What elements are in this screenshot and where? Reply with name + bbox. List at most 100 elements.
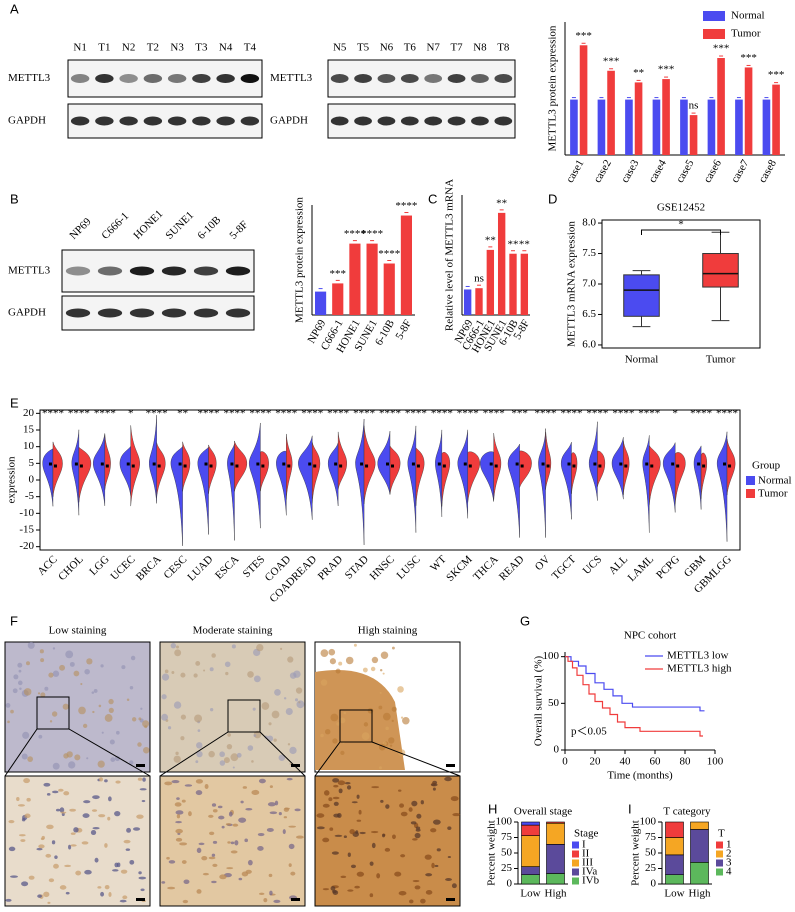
significance: **** bbox=[249, 408, 271, 420]
cell bbox=[16, 796, 20, 802]
median-dot bbox=[209, 464, 213, 468]
y-tick-label: 75 bbox=[645, 831, 657, 843]
violin-half bbox=[149, 415, 157, 504]
y-axis-label: METTL3 protein expression bbox=[294, 197, 306, 323]
cell bbox=[175, 828, 183, 834]
cell bbox=[8, 846, 16, 852]
cell bbox=[400, 854, 406, 858]
cell bbox=[269, 811, 278, 815]
blot-band bbox=[330, 74, 349, 83]
texture bbox=[86, 658, 93, 665]
cell bbox=[322, 888, 330, 891]
y-tick-label: -15 bbox=[19, 524, 34, 536]
chart-title: NPC cohort bbox=[624, 630, 676, 642]
cell bbox=[424, 854, 432, 860]
cell bbox=[385, 804, 390, 809]
cell bbox=[208, 856, 216, 860]
blot-band bbox=[447, 74, 466, 83]
cell bbox=[219, 874, 227, 880]
texture bbox=[197, 729, 201, 732]
texture bbox=[247, 671, 254, 678]
cell bbox=[104, 884, 110, 890]
median-dot bbox=[79, 464, 83, 468]
texture bbox=[236, 752, 242, 758]
violin-half bbox=[716, 431, 728, 542]
cell bbox=[333, 784, 339, 788]
significance: **** bbox=[560, 408, 582, 420]
median-dot bbox=[339, 464, 343, 468]
violin-half bbox=[337, 431, 347, 490]
texture bbox=[37, 692, 41, 695]
texture bbox=[371, 656, 379, 664]
legend-label: Normal bbox=[758, 475, 792, 487]
significance: **** bbox=[361, 228, 383, 240]
texture bbox=[266, 735, 274, 742]
texture bbox=[161, 713, 169, 721]
cell bbox=[94, 857, 99, 863]
cell bbox=[175, 810, 184, 815]
violin-half bbox=[276, 450, 287, 516]
texture bbox=[84, 668, 90, 675]
texture bbox=[227, 733, 231, 737]
y-tick-label: 5 bbox=[29, 457, 35, 469]
median-dot bbox=[365, 464, 369, 468]
inset-box bbox=[339, 709, 373, 743]
violin-half bbox=[519, 450, 532, 488]
texture bbox=[328, 648, 336, 656]
bar-segment bbox=[665, 837, 684, 856]
texture bbox=[219, 751, 225, 758]
texture bbox=[388, 737, 395, 744]
bar bbox=[332, 283, 344, 315]
median-dot bbox=[567, 462, 571, 466]
cell bbox=[399, 803, 405, 808]
significance: **** bbox=[535, 408, 557, 420]
cell bbox=[212, 809, 218, 813]
cell bbox=[28, 875, 35, 880]
significance: **** bbox=[378, 248, 400, 260]
y-tick-label: 25 bbox=[501, 862, 513, 874]
texture bbox=[230, 753, 239, 762]
blot-band bbox=[161, 266, 187, 276]
zoom-line bbox=[4, 728, 38, 777]
legend-label: II bbox=[582, 848, 590, 860]
y-tick-label: 15 bbox=[23, 424, 35, 436]
texture bbox=[320, 679, 328, 686]
median-dot bbox=[105, 464, 109, 468]
significance: ** bbox=[519, 238, 530, 250]
cell bbox=[212, 840, 218, 844]
cell bbox=[337, 780, 346, 786]
legend-swatch bbox=[572, 877, 579, 885]
x-tick-label: case2 bbox=[591, 158, 614, 185]
texture bbox=[130, 655, 136, 661]
significance: **** bbox=[42, 408, 64, 420]
y-tick-label: -5 bbox=[25, 490, 35, 502]
blot-band bbox=[240, 74, 260, 83]
lane-label: T1 bbox=[98, 42, 110, 54]
chart-title: Overall stage bbox=[514, 806, 572, 818]
texture bbox=[224, 661, 231, 668]
cell bbox=[412, 838, 418, 841]
cell bbox=[90, 829, 97, 836]
cell bbox=[221, 825, 225, 829]
texture bbox=[161, 673, 170, 681]
lane-label: T4 bbox=[244, 42, 257, 54]
texture bbox=[335, 668, 341, 674]
cell bbox=[104, 779, 108, 783]
cell bbox=[332, 778, 340, 783]
cell bbox=[245, 869, 252, 874]
y-axis-label: METTL3 protein expression bbox=[547, 25, 559, 151]
cell bbox=[168, 860, 176, 864]
image-title: High staining bbox=[358, 625, 418, 637]
significance: ** bbox=[177, 408, 188, 420]
violin-half bbox=[71, 429, 80, 516]
violin-half bbox=[93, 433, 106, 506]
texture bbox=[343, 711, 347, 715]
violin-half bbox=[260, 451, 269, 492]
lane-label: T2 bbox=[147, 42, 159, 54]
significance: **** bbox=[198, 408, 220, 420]
texture bbox=[49, 720, 53, 723]
violin-half bbox=[227, 443, 235, 541]
texture bbox=[180, 714, 187, 720]
y-tick-label: 6.0 bbox=[582, 338, 596, 350]
texture bbox=[161, 694, 167, 700]
